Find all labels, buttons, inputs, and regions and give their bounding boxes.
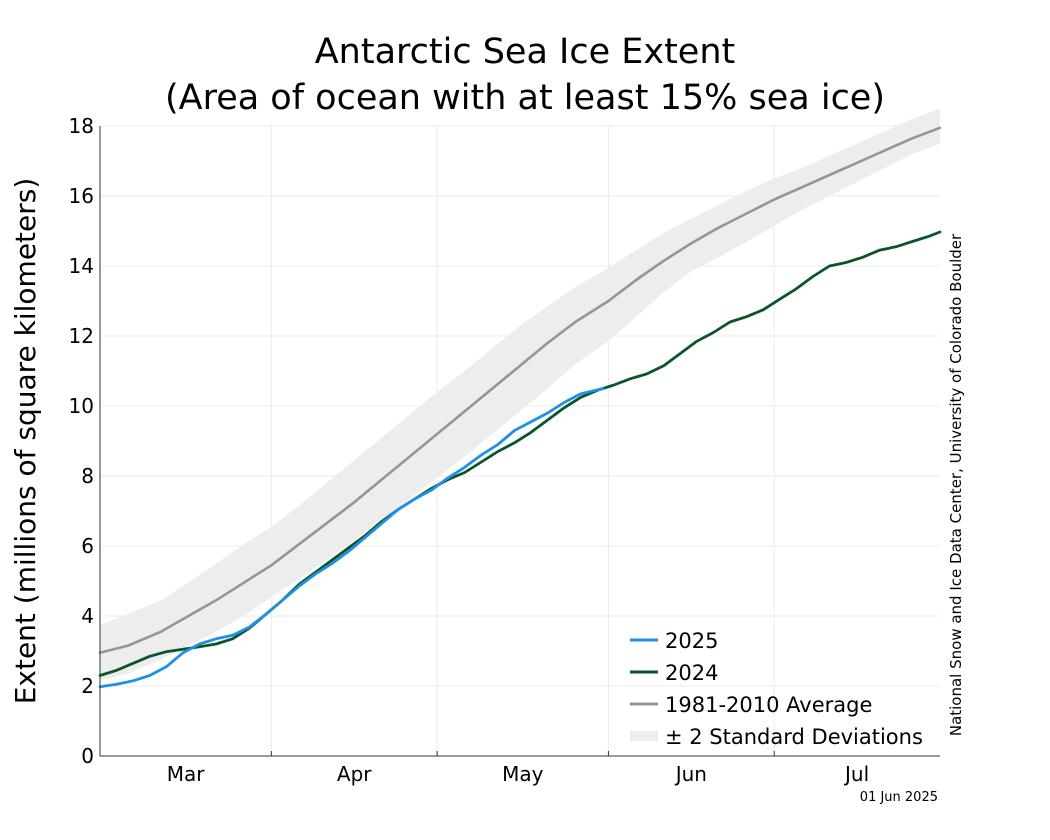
legend-label-2-standard-deviations: ± 2 Standard Deviations (665, 725, 923, 749)
series-lines-layer (98, 126, 942, 689)
y-tick-label: 2 (81, 674, 94, 698)
x-tick-label-jun: Jun (674, 762, 707, 786)
y-axis-label: Extent (millions of square kilometers) (9, 178, 42, 705)
y-tick-label: 6 (81, 534, 94, 558)
legend-label-2024: 2024 (665, 661, 718, 685)
y-tick-label: 14 (69, 254, 94, 278)
legend-swatch-2-standard-deviations (630, 731, 658, 741)
y-tick-label: 12 (69, 324, 94, 348)
chart-title-line-2: (Area of ocean with at least 15% sea ice… (165, 78, 885, 118)
std-dev-band (100, 108, 940, 681)
x-tick-label-may: May (502, 762, 544, 786)
x-tick-label-mar: Mar (167, 762, 206, 786)
chart-title-line-1: Antarctic Sea Ice Extent (315, 32, 736, 72)
y-tick-label: 18 (69, 114, 94, 138)
x-tick-label-jul: Jul (843, 762, 869, 786)
y-tick-label: 10 (69, 394, 94, 418)
credit-text: National Snow and Ice Data Center, Unive… (947, 233, 965, 736)
date-stamp: 01 Jun 2025 (860, 790, 938, 805)
std-dev-band-layer (100, 108, 940, 681)
y-tick-label: 4 (81, 604, 94, 628)
x-tick-label-apr: Apr (337, 762, 372, 786)
series-line-1981-2010-average (98, 126, 942, 655)
y-tick-label: 0 (81, 744, 94, 768)
legend: 2025 2024 1981-2010 Average ± 2 Standard De… (630, 629, 923, 749)
legend-label-1981-2010-average: 1981-2010 Average (665, 693, 872, 717)
y-ticks: 0 2 4 6 8 10 12 14 16 18 (69, 114, 94, 768)
legend-label-2025: 2025 (665, 629, 718, 653)
x-ticks: Mar Apr May Jun Jul (167, 751, 869, 786)
series-line-2024 (98, 230, 942, 677)
y-tick-label: 8 (81, 464, 94, 488)
gridlines (100, 125, 940, 756)
series-line-2025 (98, 387, 605, 689)
y-tick-label: 16 (69, 184, 94, 208)
